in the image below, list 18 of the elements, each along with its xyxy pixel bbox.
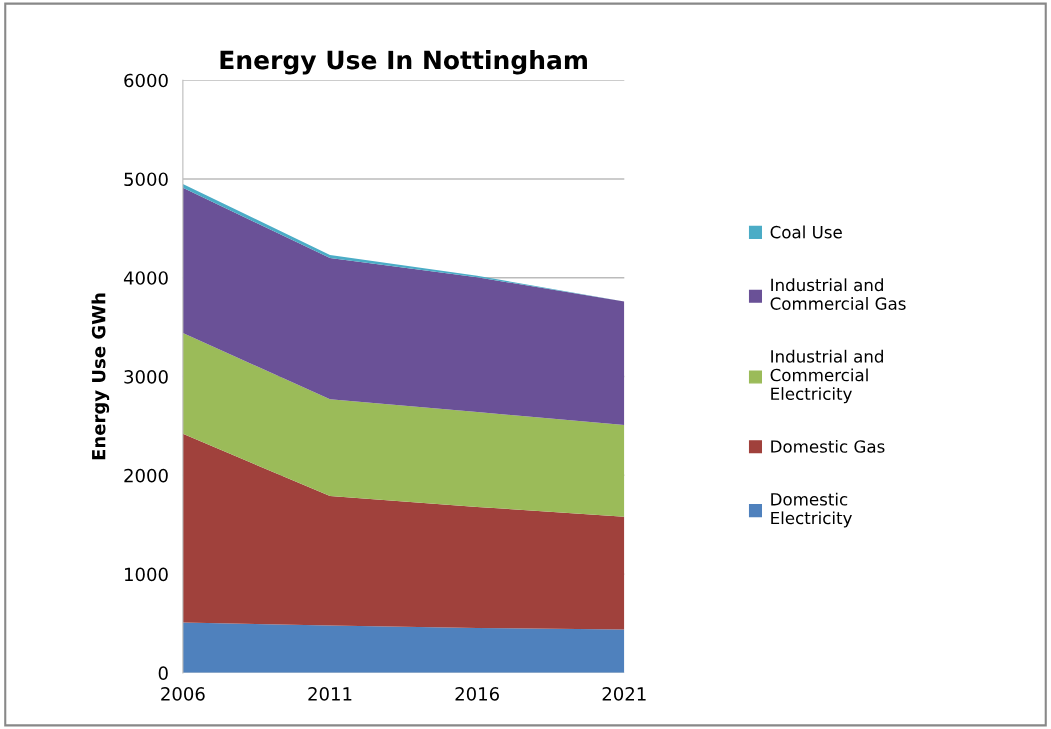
y-tick-label: 2000 [124,468,168,483]
y-tick-label: 5000 [124,172,168,187]
y-tick-label: 1000 [125,567,168,582]
legend-label: Domestic Electricity [771,492,852,528]
x-tick-label: 2016 [455,687,499,701]
y-axis-title: Energy Use GWh [91,293,110,460]
x-tick-label: 2021 [602,687,646,701]
chart-title: Energy Use In Nottingham [220,50,587,75]
legend-label: Industrial and Commercial Gas [770,278,906,310]
y-tick-label: 6000 [124,73,168,88]
y-tick-label: 3000 [124,369,168,384]
legend-label: Domestic Gas [771,439,885,453]
legend-label: Industrial and Commercial Electricity [770,349,883,404]
y-tick-label: 4000 [123,271,168,285]
legend-label: Coal Use [770,225,842,239]
y-tick-label: 0 [158,666,168,680]
x-tick-label: 2011 [308,687,352,701]
x-tick-label: 2006 [161,687,205,701]
